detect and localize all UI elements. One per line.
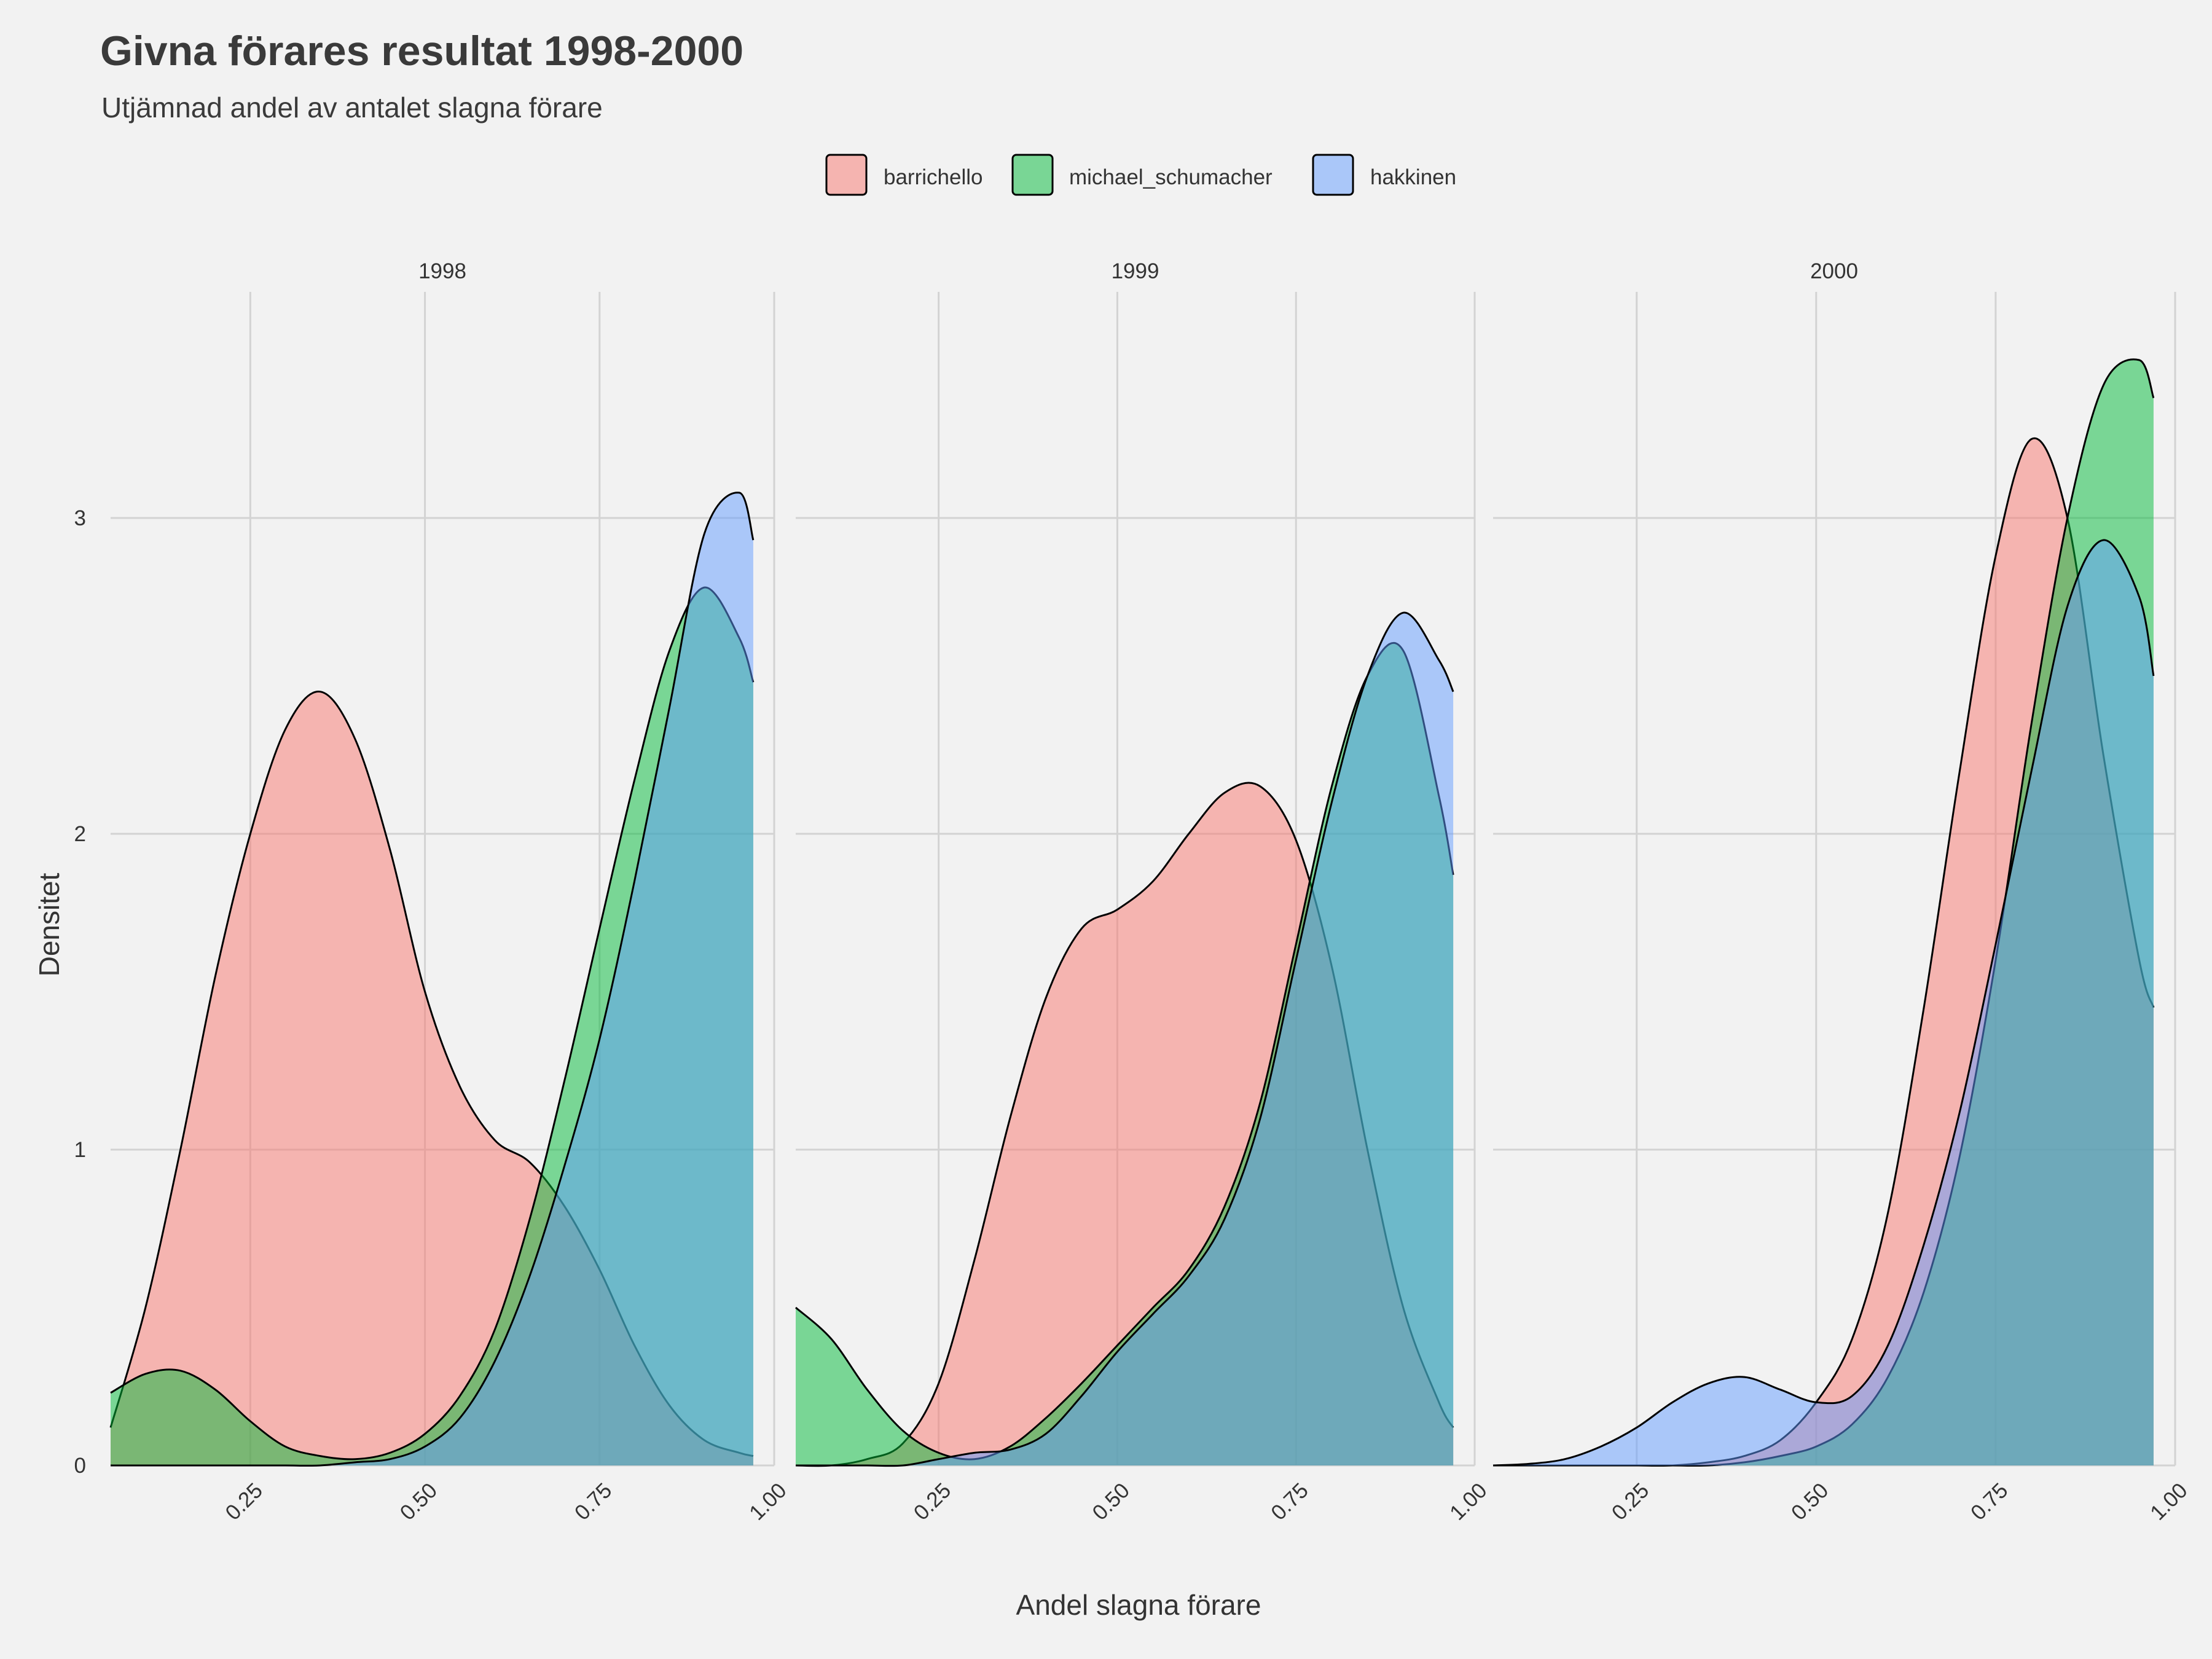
legend-swatch-hakkinen xyxy=(1312,154,1354,196)
x-tick-label: 1.00 xyxy=(2146,1478,2192,1525)
legend-item-hakkinen: hakkinen xyxy=(1312,154,1456,196)
facet-panel-2000: 2000 0.25 0.50 0.75 1.00 xyxy=(1492,259,2192,1525)
density-area-hakkinen xyxy=(1493,539,2154,1465)
x-tick-label: 0.25 xyxy=(909,1478,956,1525)
y-tick-label: 2 xyxy=(74,822,86,846)
x-axis-label: Andel slagna förare xyxy=(1016,1589,1261,1621)
y-tick-label: 1 xyxy=(74,1138,86,1162)
facet-label: 1998 xyxy=(418,259,466,283)
x-tick-label: 1.00 xyxy=(1445,1478,1492,1525)
x-tick-label: 0.75 xyxy=(1966,1478,2013,1525)
density-area-hakkinen xyxy=(796,612,1454,1466)
x-tick-label: 1.00 xyxy=(745,1478,791,1525)
density-line-hakkinen xyxy=(110,492,755,1467)
legend-swatch-barrichello xyxy=(825,154,868,196)
x-tick-label: 0.50 xyxy=(1088,1478,1134,1525)
legend-item-michael_schumacher: michael_schumacher xyxy=(1011,154,1273,196)
chart-subtitle: Utjämnad andel av antalet slagna förare xyxy=(101,92,603,124)
y-tick-label: 3 xyxy=(74,506,86,530)
x-tick-label: 0.50 xyxy=(395,1478,442,1525)
density-line-hakkinen xyxy=(1492,539,2155,1467)
legend: barrichello michael_schumacher hakkinen xyxy=(825,154,1456,196)
density-line-michael_schumacher xyxy=(110,586,755,1461)
legend-label-michael_schumacher: michael_schumacher xyxy=(1069,165,1273,189)
x-tick-label: 0.75 xyxy=(570,1478,617,1525)
facet-panel-1998: 1998 0 1 2 3 0.25 0.50 0.75 1.00 xyxy=(74,259,791,1525)
x-tick-label: 0.25 xyxy=(1607,1478,1654,1525)
facet-panels: 1998 0 1 2 3 0.25 0.50 0.75 1.00 1999 0.25 0.50 0.75… xyxy=(74,259,2192,1525)
x-tick-label: 0.50 xyxy=(1787,1478,1834,1525)
facet-panel-1999: 1999 0.25 0.50 0.75 1.00 xyxy=(795,259,1492,1525)
chart-title: Givna förares resultat 1998-2000 xyxy=(100,28,744,74)
y-axis-label: Densitet xyxy=(33,873,65,976)
density-area-hakkinen xyxy=(111,492,753,1466)
y-tick-label: 0 xyxy=(74,1454,86,1478)
facet-label: 1999 xyxy=(1112,259,1159,283)
legend-swatch-michael_schumacher xyxy=(1011,154,1054,196)
facet-label: 2000 xyxy=(1810,259,1858,283)
x-tick-label: 0.25 xyxy=(221,1478,267,1525)
density-line-hakkinen xyxy=(795,611,1454,1467)
legend-item-barrichello: barrichello xyxy=(825,154,982,196)
legend-label-hakkinen: hakkinen xyxy=(1370,165,1456,189)
x-tick-label: 0.75 xyxy=(1266,1478,1313,1525)
legend-label-barrichello: barrichello xyxy=(884,165,982,189)
